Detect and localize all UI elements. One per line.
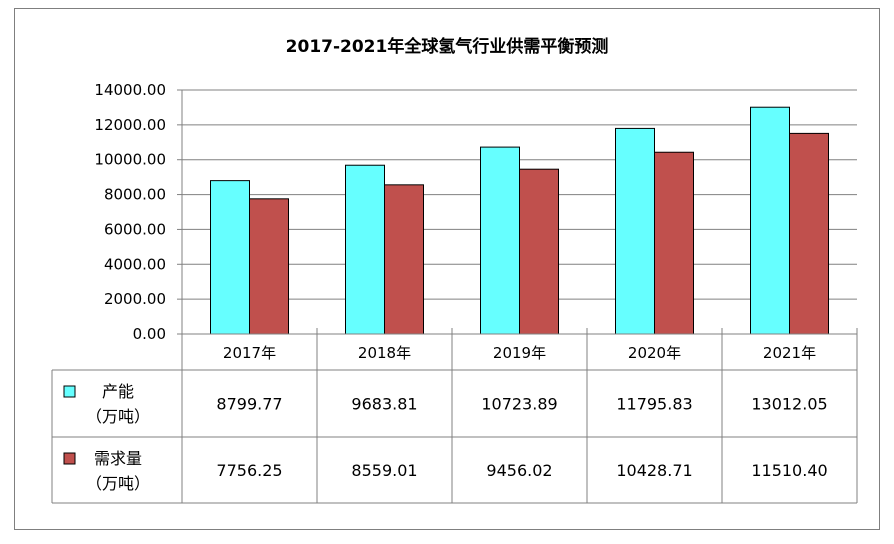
x-tick-label: 2017年 — [223, 344, 276, 362]
data-label: 10723.89 — [481, 395, 557, 414]
y-tick-label: 12000.00 — [94, 116, 166, 134]
bar — [789, 132, 829, 335]
bar — [249, 198, 289, 335]
y-tick-label: 10000.00 — [94, 151, 166, 169]
legend-label: 需求量 — [94, 449, 142, 468]
legend-swatch — [63, 385, 76, 398]
legend-unit: （万吨） — [86, 474, 150, 493]
data-label: 10428.71 — [616, 461, 692, 480]
x-tick-label: 2020年 — [628, 344, 681, 362]
bars — [210, 106, 829, 335]
data-label: 9456.02 — [486, 461, 552, 480]
bar — [480, 146, 520, 335]
chart-frame — [14, 8, 880, 530]
data-label: 9683.81 — [351, 395, 417, 414]
bar — [615, 127, 655, 335]
y-tick-label: 8000.00 — [104, 186, 166, 204]
data-label: 11510.40 — [751, 461, 827, 480]
y-tick-label: 6000.00 — [104, 220, 166, 238]
bar — [384, 184, 424, 335]
data-label: 8799.77 — [216, 395, 282, 414]
legend-swatch — [63, 452, 76, 465]
y-tick-label: 4000.00 — [104, 255, 166, 273]
data-label: 7756.25 — [216, 461, 282, 480]
legend-unit: （万吨） — [86, 407, 150, 426]
y-tick-label: 0.00 — [133, 325, 166, 343]
x-tick-label: 2021年 — [763, 344, 816, 362]
bar — [519, 168, 559, 335]
y-axis-ticks: 0.00 2000.00 4000.00 6000.00 8000.00 10000.00… — [94, 81, 166, 343]
x-tick-label: 2019年 — [493, 344, 546, 362]
bar — [210, 180, 250, 335]
bar — [750, 106, 790, 335]
y-tick-label: 14000.00 — [94, 81, 166, 99]
y-tick-label: 2000.00 — [104, 290, 166, 308]
chart-title: 2017-2021年全球氢气行业供需平衡预测 — [285, 37, 609, 57]
data-label: 8559.01 — [351, 461, 417, 480]
data-label: 13012.05 — [751, 395, 827, 414]
bar — [345, 164, 385, 335]
legend-label: 产能 — [102, 382, 134, 401]
bar — [654, 151, 694, 335]
data-label: 11795.83 — [616, 395, 692, 414]
x-tick-label: 2018年 — [358, 344, 411, 362]
